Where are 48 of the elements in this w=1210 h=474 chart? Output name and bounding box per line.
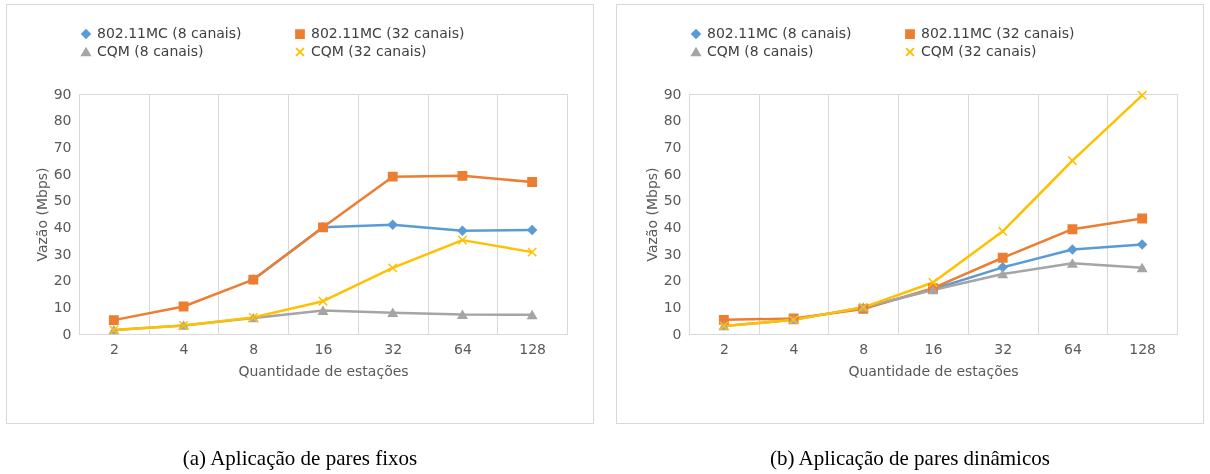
text: (b) Aplicação de pares dinâmicos	[769, 446, 1051, 471]
y-tick-label: 40	[53, 218, 72, 235]
y-tick-label: 20	[53, 272, 72, 289]
y-tick-label: 70	[663, 138, 682, 155]
x-axis-title: Quantidade de estações	[848, 362, 1019, 379]
legend-label: 802.11MC (32 canais)	[311, 25, 465, 42]
legend-label: CQM (8 canais)	[97, 43, 204, 59]
y-tick-label: 60	[53, 165, 72, 182]
y-tick-label: 40	[663, 218, 682, 235]
legend-label: CQM (32 canais)	[921, 43, 1037, 59]
x-tick-label: 8	[249, 340, 259, 357]
y-tick-label: 10	[663, 298, 682, 315]
y-tick-label: 90	[53, 85, 72, 102]
y-tick-label: 80	[663, 112, 682, 129]
y-tick-label: 20	[663, 272, 682, 289]
y-tick-label: 80	[53, 112, 72, 129]
x-tick-label: 128	[1129, 340, 1157, 357]
y-tick-label: 50	[663, 192, 682, 209]
x-tick-label: 8	[859, 340, 869, 357]
x-tick-label: 2	[109, 340, 119, 357]
y-tick-label: 50	[53, 192, 72, 209]
y-tick-label: 0	[62, 325, 72, 342]
x-axis-title: Quantidade de estações	[238, 362, 409, 379]
y-tick-label: 30	[663, 245, 682, 262]
legend-label: 802.11MC (8 canais)	[707, 25, 852, 42]
text: (a) Aplicação de pares fixos	[181, 446, 419, 471]
y-tick-label: 0	[672, 325, 682, 342]
legend-label: CQM (8 canais)	[707, 43, 814, 59]
x-tick-label: 2	[719, 340, 729, 357]
x-tick-label: 4	[179, 340, 189, 357]
x-tick-label: 64	[1064, 340, 1082, 357]
x-tick-label: 32	[384, 340, 403, 357]
y-tick-label: 90	[663, 85, 682, 102]
y-tick-label: 60	[663, 165, 682, 182]
x-tick-label: 4	[789, 340, 799, 357]
y-tick-label: 30	[53, 245, 72, 262]
legend-label: CQM (32 canais)	[311, 43, 427, 59]
x-tick-label: 16	[314, 340, 333, 357]
x-tick-label: 128	[519, 340, 547, 357]
y-axis-title: Vazão (Mbps)	[643, 167, 660, 262]
y-tick-label: 10	[53, 298, 72, 315]
y-tick-label: 70	[53, 138, 72, 155]
legend-label: 802.11MC (8 canais)	[97, 25, 242, 42]
x-tick-label: 32	[994, 340, 1013, 357]
x-tick-label: 64	[454, 340, 472, 357]
legend-label: 802.11MC (32 canais)	[921, 25, 1075, 42]
y-axis-title: Vazão (Mbps)	[33, 167, 50, 262]
x-tick-label: 16	[924, 340, 943, 357]
